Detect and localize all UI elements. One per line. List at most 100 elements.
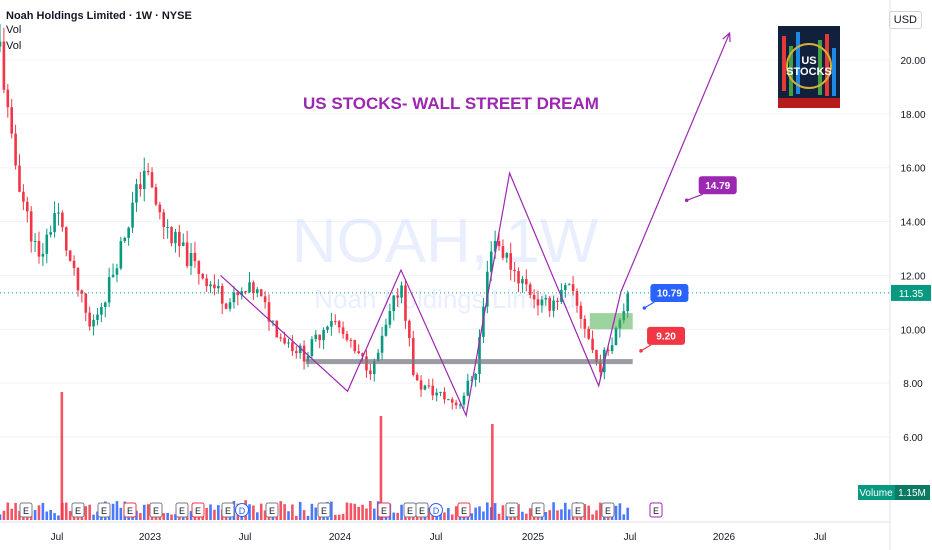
volume-bar bbox=[427, 507, 431, 520]
volume-bar bbox=[521, 511, 524, 520]
candle-body bbox=[610, 345, 614, 352]
candle-body bbox=[423, 385, 427, 390]
earnings-icon bbox=[415, 502, 429, 518]
candle-body bbox=[384, 324, 388, 336]
volume-bar bbox=[6, 502, 10, 520]
earnings-icon bbox=[505, 502, 519, 518]
volume-bar bbox=[560, 509, 563, 520]
earnings-icon bbox=[19, 502, 33, 518]
candle-body bbox=[96, 314, 99, 320]
candle-body bbox=[72, 260, 76, 269]
candle-body bbox=[380, 335, 384, 353]
candle-body bbox=[88, 312, 91, 327]
earnings-icon bbox=[175, 502, 189, 518]
volume-badge-value: 1.15M bbox=[898, 488, 926, 499]
volume-bar bbox=[14, 503, 17, 520]
price-tick-label: 16.00 bbox=[900, 164, 925, 175]
candle-body bbox=[314, 334, 318, 340]
candle-body bbox=[521, 279, 524, 284]
candle-body bbox=[228, 302, 232, 309]
volume-legend-1[interactable]: Vol bbox=[6, 24, 22, 36]
volume-bar bbox=[146, 504, 150, 520]
candle-body bbox=[556, 300, 559, 302]
earnings-icon bbox=[317, 502, 331, 518]
candle-body bbox=[540, 299, 544, 306]
candle-body bbox=[252, 282, 255, 293]
price-axis[interactable]: 20.00 18.00 16.00 14.00 12.00 10.00 8.00 6.00 bbox=[900, 56, 925, 444]
price-tick-label: 12.00 bbox=[900, 271, 925, 282]
candle-body bbox=[25, 201, 29, 212]
volume-bar bbox=[486, 502, 489, 520]
candle-body bbox=[248, 282, 251, 293]
target-callouts[interactable]: 14.79 10.79 9.20 bbox=[639, 176, 737, 353]
volume-bar bbox=[478, 506, 481, 520]
candle-body bbox=[427, 385, 431, 387]
candle-body bbox=[517, 271, 520, 284]
time-axis[interactable]: Jul 2023 Jul 2024 Jul 2025 Jul 2026 Jul bbox=[51, 532, 827, 543]
candle-body bbox=[150, 172, 154, 188]
volume-bar bbox=[2, 510, 6, 520]
candle-body bbox=[217, 285, 220, 289]
watermark-name: Noah Holdings Limited bbox=[314, 284, 576, 314]
candle-body bbox=[443, 391, 446, 400]
volume-bar bbox=[88, 504, 91, 520]
candle-body bbox=[454, 402, 458, 406]
candle-body bbox=[185, 242, 189, 267]
volume-bar bbox=[591, 514, 594, 520]
volume-bar bbox=[252, 505, 255, 520]
volume-bar bbox=[556, 510, 559, 520]
volume-bar bbox=[501, 505, 505, 520]
chart-title[interactable]: Noah Holdings Limited · 1W · NYSE bbox=[6, 10, 192, 22]
earnings-letter: E bbox=[419, 506, 425, 516]
volume-bar bbox=[41, 502, 45, 520]
time-tick-label: 2025 bbox=[522, 532, 545, 543]
earnings-letter: E bbox=[23, 506, 29, 516]
candle-body bbox=[64, 227, 68, 251]
earnings-icon bbox=[457, 502, 471, 518]
volume-bar bbox=[450, 514, 454, 520]
candle-body bbox=[166, 226, 169, 228]
volume-bar bbox=[353, 503, 357, 520]
earnings-icon bbox=[531, 502, 545, 518]
volume-bar bbox=[291, 504, 294, 520]
volume-badge-value-bg bbox=[895, 485, 930, 500]
volume-bar bbox=[564, 502, 567, 520]
candle-body bbox=[275, 320, 279, 338]
volume-bar bbox=[25, 515, 29, 520]
candle-body bbox=[236, 292, 240, 296]
candle-body bbox=[614, 328, 618, 346]
candle-body bbox=[139, 184, 142, 190]
earnings-icon bbox=[221, 502, 235, 518]
candle-body bbox=[525, 279, 528, 285]
volume-bar bbox=[587, 505, 590, 520]
candle-body bbox=[595, 349, 598, 363]
pattern-drawing[interactable] bbox=[220, 31, 731, 418]
candle-body bbox=[571, 284, 575, 292]
candle-body bbox=[287, 342, 290, 344]
volume-bar bbox=[470, 513, 474, 520]
earnings-icon bbox=[191, 502, 205, 518]
candle-body bbox=[470, 379, 474, 381]
volume-legend-2[interactable]: Vol bbox=[6, 40, 22, 52]
earnings-letter: E bbox=[225, 506, 231, 516]
candle-body bbox=[33, 240, 37, 242]
candle-body bbox=[626, 293, 629, 312]
target-pointer bbox=[644, 301, 655, 309]
candle-body bbox=[41, 253, 45, 257]
candle-body bbox=[400, 285, 403, 298]
volume-bar bbox=[84, 506, 88, 520]
candle-body bbox=[193, 252, 197, 262]
volume-bar bbox=[10, 508, 13, 520]
candle-body bbox=[224, 303, 228, 309]
earnings-icon bbox=[571, 502, 585, 518]
volume-bar bbox=[443, 512, 446, 520]
support-zone bbox=[305, 359, 633, 365]
volume-bar bbox=[256, 512, 259, 520]
volume-spike bbox=[379, 416, 383, 520]
currency-label[interactable]: USD bbox=[888, 11, 922, 29]
candle-body bbox=[552, 300, 555, 311]
last-price-badge-bg bbox=[891, 284, 931, 301]
volume-bar bbox=[528, 508, 532, 520]
